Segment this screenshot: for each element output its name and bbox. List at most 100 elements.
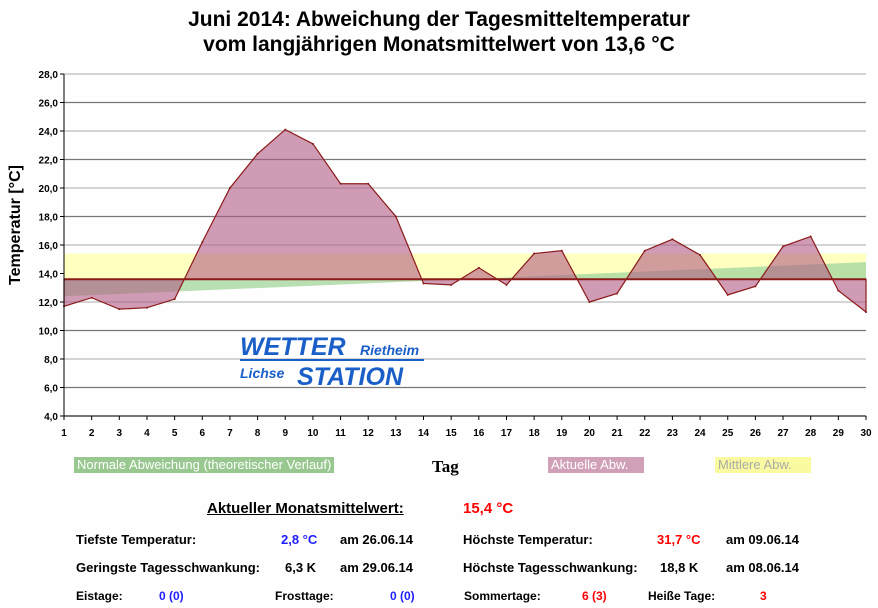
chart-plot: 4,0 6,0 8,0 10,0 12,0 14,0 16,0 18,0 20,0 22,0 24,… [7, 70, 872, 439]
min-temp-value: 2,8 °C [281, 532, 318, 547]
data-point [782, 245, 785, 248]
x-tick-label: 5 [172, 428, 178, 439]
sommertage-label: Sommertage: [464, 589, 541, 603]
x-axis-label: Tag [432, 457, 459, 476]
frosttage-label: Frosttage: [275, 589, 334, 603]
data-point [560, 249, 563, 252]
x-tick-label: 7 [227, 428, 233, 439]
data-point [228, 187, 231, 189]
x-tick-label: 6 [199, 428, 205, 439]
x-tick-label: 30 [860, 428, 872, 439]
legend-normal: Normale Abweichung (theoretischer Verlau… [74, 457, 335, 473]
data-point [477, 266, 480, 269]
max-temp-value: 31,7 °C [657, 532, 701, 547]
x-tick-label: 12 [363, 428, 375, 439]
y-tick-label: 18,0 [39, 213, 59, 224]
x-tick-label: 27 [777, 428, 789, 439]
x-tick-label: 9 [282, 428, 288, 439]
logo-rietheim: Rietheim [360, 342, 419, 358]
x-tick-label: 8 [255, 428, 261, 439]
logo-wetter: WETTER [240, 333, 346, 361]
chart-title-line2: vom langjährigen Monatsmittelwert von 13… [203, 33, 675, 56]
max-temp-date: am 09.06.14 [726, 532, 800, 547]
x-tick-label: 21 [612, 428, 624, 439]
monthly-mean-value: 15,4 °C [463, 500, 514, 517]
x-tick-label: 23 [667, 428, 679, 439]
min-swing-value: 6,3 K [285, 560, 317, 575]
x-tick-label: 15 [446, 428, 458, 439]
y-tick-label: 28,0 [39, 70, 59, 81]
eistage-value: 0 (0) [159, 589, 184, 603]
data-point [533, 252, 536, 255]
x-tick-label: 18 [529, 428, 541, 439]
y-axis-label: Temperatur [°C] [7, 165, 24, 285]
max-swing-value: 18,8 K [660, 560, 699, 575]
y-tick-label: 20,0 [39, 184, 59, 195]
min-swing-date: am 29.06.14 [340, 560, 414, 575]
y-tick-label: 4,0 [44, 412, 58, 423]
min-swing-label: Geringste Tagesschwankung: [76, 560, 260, 575]
data-point [145, 306, 148, 309]
x-tick-label: 13 [390, 428, 402, 439]
chart-title-line1: Juni 2014: Abweichung der Tagesmitteltem… [188, 8, 690, 31]
min-temp-date: am 26.06.14 [340, 532, 414, 547]
y-tick-label: 26,0 [39, 99, 59, 110]
data-point [809, 235, 812, 238]
data-point [865, 310, 867, 313]
x-tick-label: 14 [418, 428, 430, 439]
x-tick-label: 20 [584, 428, 596, 439]
data-point [754, 285, 757, 288]
y-tick-label: 10,0 [39, 327, 59, 338]
data-point [643, 249, 646, 252]
y-tick-label: 22,0 [39, 156, 59, 167]
wetterstation-logo: WETTER Rietheim Lichse STATION [240, 333, 424, 391]
x-tick-label: 19 [556, 428, 568, 439]
data-point [699, 253, 702, 256]
data-point [311, 142, 314, 145]
eistage-label: Eistage: [76, 589, 123, 603]
y-tick-label: 8,0 [44, 355, 58, 366]
x-tick-label: 4 [144, 428, 150, 439]
x-tick-label: 3 [117, 428, 123, 439]
heisse-tage-value: 3 [760, 589, 767, 603]
max-swing-date: am 08.06.14 [726, 560, 800, 575]
x-tick-label: 29 [833, 428, 845, 439]
y-tick-label: 16,0 [39, 241, 59, 252]
legend-aktuell: Aktuelle Abw. [548, 457, 644, 473]
logo-station: STATION [297, 363, 404, 391]
x-tick-label: 26 [750, 428, 762, 439]
x-tick-label: 22 [639, 428, 651, 439]
data-point [256, 152, 259, 155]
x-tick-label: 28 [805, 428, 817, 439]
y-tick-label: 12,0 [39, 298, 59, 309]
y-tick-label: 6,0 [44, 384, 58, 395]
min-temp-label: Tiefste Temperatur: [76, 532, 197, 547]
data-point [422, 282, 425, 285]
data-point [726, 293, 729, 296]
heisse-tage-label: Heiße Tage: [648, 589, 716, 603]
data-point [339, 182, 342, 185]
x-tick-label: 25 [722, 428, 734, 439]
x-tick-label: 16 [473, 428, 485, 439]
x-tick-label: 2 [89, 428, 95, 439]
x-tick-label: 10 [307, 428, 319, 439]
data-point [173, 298, 176, 301]
data-point [588, 301, 591, 303]
data-point [671, 238, 674, 241]
data-point [284, 128, 287, 131]
data-point [201, 241, 204, 244]
sommertage-value: 6 (3) [582, 589, 607, 603]
max-swing-label: Höchste Tagesschwankung: [463, 560, 638, 575]
data-point [90, 296, 93, 299]
x-tick-label: 1 [61, 428, 67, 439]
data-point [616, 292, 619, 295]
data-point [367, 182, 370, 185]
data-point [118, 308, 121, 311]
data-point [505, 283, 508, 286]
data-point [837, 289, 840, 292]
data-point [450, 283, 453, 286]
x-tick-label: 24 [695, 428, 707, 439]
x-tick-label: 17 [501, 428, 513, 439]
y-tick-label: 14,0 [39, 270, 59, 281]
